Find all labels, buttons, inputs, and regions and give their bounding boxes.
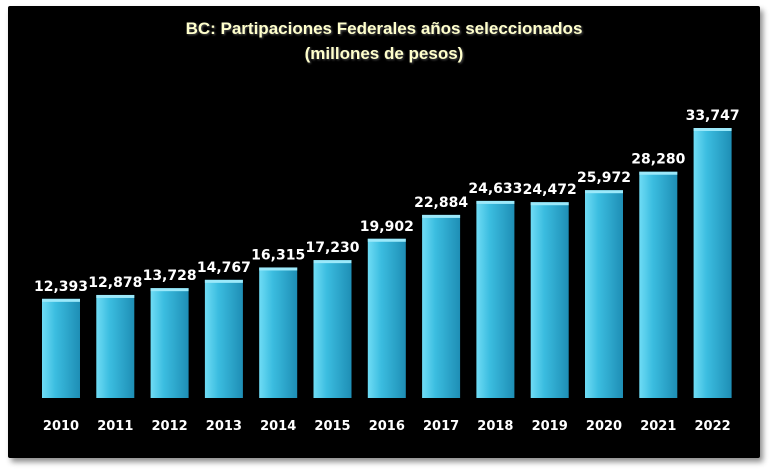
x-tick-2015: 2015	[314, 419, 350, 434]
bar-2019	[530, 202, 569, 398]
bar-2016	[367, 238, 406, 398]
value-label-2021: 28,280	[631, 152, 685, 168]
bar-2013	[204, 279, 243, 398]
bar-cap-2016	[367, 238, 406, 242]
bar-2021	[639, 171, 678, 398]
value-label-2016: 19,902	[360, 219, 414, 235]
x-tick-2020: 2020	[586, 419, 622, 434]
x-tick-2022: 2022	[695, 419, 731, 434]
bar-2018	[476, 200, 515, 398]
chart-frame: BC: Partipaciones Federales años selecci…	[8, 6, 760, 458]
bar-2012	[150, 288, 189, 398]
x-tick-2019: 2019	[532, 419, 568, 434]
value-label-2022: 33,747	[686, 108, 740, 124]
value-label-2017: 22,884	[414, 195, 468, 211]
x-tick-2013: 2013	[206, 419, 242, 434]
value-label-2019: 24,472	[523, 182, 577, 198]
bar-2020	[585, 190, 623, 398]
bar-cap-2010	[42, 298, 80, 302]
bar-2011	[96, 294, 135, 398]
bar-cap-2020	[585, 190, 623, 194]
x-tick-2018: 2018	[477, 419, 513, 434]
bar-cap-2017	[422, 214, 461, 218]
value-label-2011: 12,878	[88, 275, 142, 291]
bar-cap-2022	[693, 128, 732, 131]
x-tick-2010: 2010	[43, 419, 79, 434]
x-tick-2016: 2016	[369, 419, 405, 434]
bar-cap-2019	[530, 202, 569, 206]
bar-2014	[259, 267, 298, 398]
bar-2022	[693, 128, 732, 398]
x-tick-labels-group: 2010 2011 2012 2013 2014 2015 2016 2017 2018 2019…	[43, 419, 731, 434]
x-tick-2014: 2014	[260, 419, 296, 434]
bar-2017	[422, 214, 461, 398]
bar-2015	[313, 260, 352, 398]
chart-subtitle: (millones de pesos)	[304, 44, 464, 63]
bar-cap-2012	[150, 288, 189, 292]
x-tick-2021: 2021	[640, 419, 676, 434]
value-label-2012: 13,728	[143, 268, 197, 284]
bar-cap-2018	[476, 200, 515, 204]
bar-cap-2011	[96, 294, 135, 298]
value-label-2014: 16,315	[251, 247, 305, 263]
x-tick-2012: 2012	[152, 419, 188, 434]
bar-2010	[42, 298, 80, 398]
chart-title-block: BC: Partipaciones Federales años selecci…	[8, 16, 760, 66]
x-tick-2017: 2017	[423, 419, 459, 434]
value-label-2015: 17,230	[305, 240, 359, 256]
bars-group	[42, 128, 732, 398]
value-label-2020: 25,972	[577, 170, 631, 186]
value-label-2013: 14,767	[197, 260, 251, 276]
bar-cap-2021	[639, 171, 678, 175]
bar-cap-2015	[313, 260, 352, 264]
bar-cap-2014	[259, 267, 298, 271]
value-label-2010: 12,393	[34, 279, 88, 295]
x-tick-2011: 2011	[97, 419, 133, 434]
value-label-2018: 24,633	[468, 181, 522, 197]
bar-cap-2013	[204, 279, 243, 283]
chart-title: BC: Partipaciones Federales años selecci…	[185, 19, 583, 38]
